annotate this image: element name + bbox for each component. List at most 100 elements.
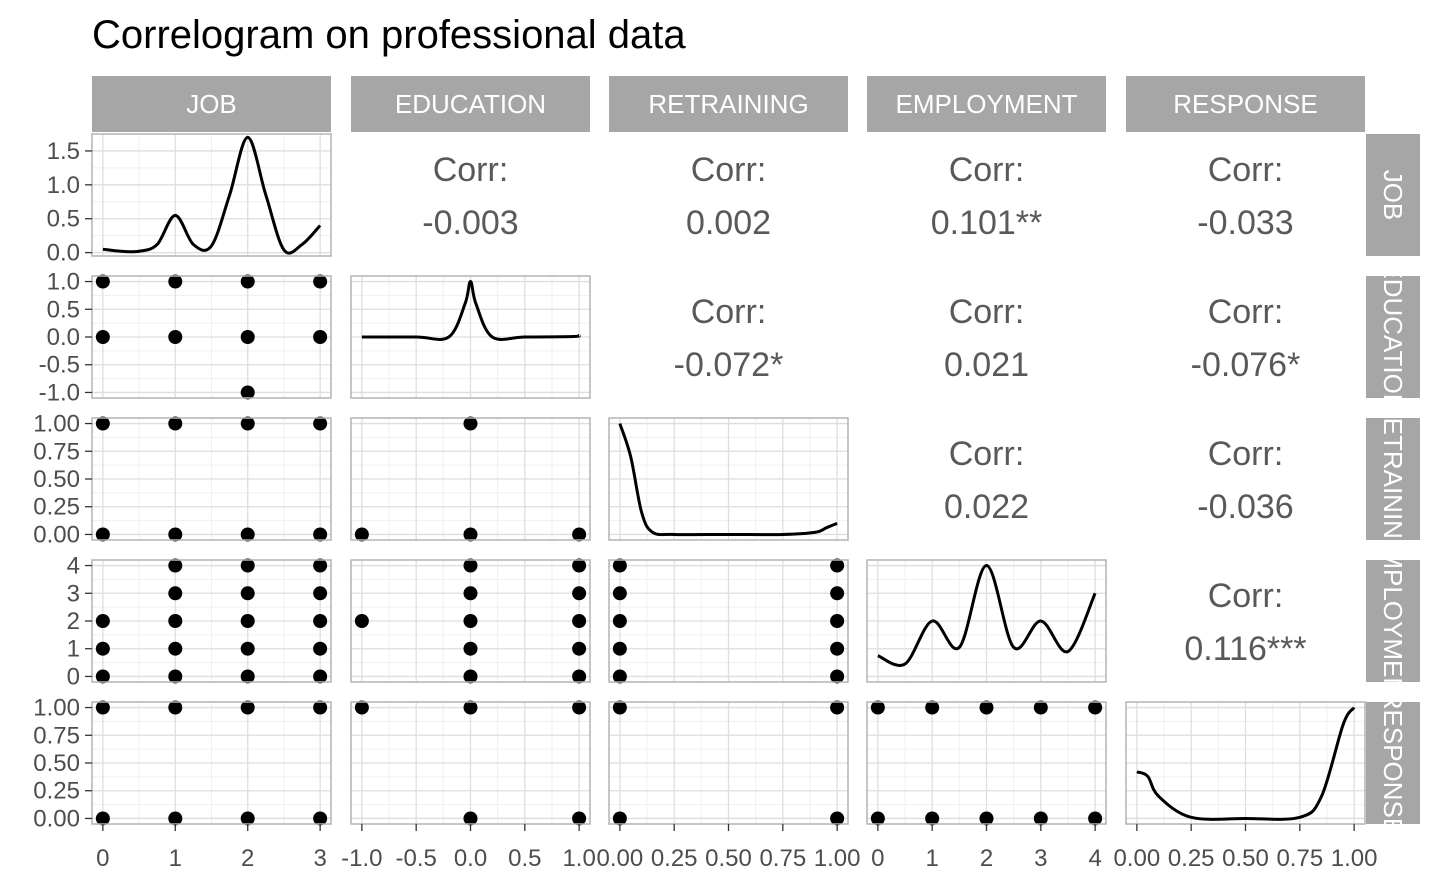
x-tick-label: 2: [980, 845, 993, 872]
y-tick-label: 0.75: [33, 722, 80, 749]
scatter-point: [463, 641, 478, 656]
y-tick-label: 0.00: [33, 805, 80, 832]
corr-value: 0.021: [944, 346, 1029, 384]
scatter-point: [612, 669, 627, 684]
scatter-point: [612, 558, 627, 573]
y-tick-label: 0.0: [47, 324, 80, 351]
column-strip-label-job: JOB: [186, 89, 237, 119]
corr-label: Corr:: [1208, 293, 1284, 331]
column-strip-label-retraining: RETRAINING: [648, 89, 808, 119]
scatter-point: [1088, 700, 1103, 715]
scatter-point: [463, 558, 478, 573]
row-strip-job: [1366, 134, 1420, 256]
density-curve-retraining: [618, 423, 838, 537]
panel-border: [608, 559, 849, 683]
corr-label: Corr:: [1208, 577, 1284, 615]
column-strip-job: [92, 76, 331, 132]
panel-border: [608, 417, 849, 541]
scatter-point: [830, 669, 845, 684]
scatter-point: [95, 700, 110, 715]
scatter-point: [240, 274, 255, 289]
row-strip-label-group: EDUCATION: [1378, 276, 1408, 398]
corr-label: Corr:: [1208, 151, 1284, 189]
x-tick-label: 0.50: [705, 845, 752, 872]
corr-label: Corr:: [949, 435, 1025, 473]
y-tick-label: -1.0: [39, 379, 80, 406]
row-strip-label-response: RESPONSE: [1378, 691, 1408, 836]
y-tick-label: 0.25: [33, 778, 80, 805]
scatter-point: [95, 614, 110, 628]
scatter-point: [168, 330, 183, 344]
x-tick-label: 1: [169, 845, 182, 872]
scatter-point: [572, 811, 587, 826]
row-strip-label-employment: EMPLOYMENT: [1378, 530, 1408, 712]
panel-border: [866, 559, 1107, 683]
scatter-point: [313, 669, 328, 684]
column-strip-label-employment: EMPLOYMENT: [895, 89, 1077, 119]
scatter-point: [168, 669, 183, 684]
scatter-point: [925, 811, 940, 826]
x-tick-label: 0.00: [597, 845, 644, 872]
scatter-point: [313, 330, 328, 344]
scatter-point: [313, 641, 328, 656]
density-curve-job: [102, 135, 322, 255]
scatter-point: [168, 527, 183, 542]
x-tick-label: 0.75: [1276, 845, 1323, 872]
column-strip-label-education: EDUCATION: [395, 89, 546, 119]
panel-border: [350, 417, 591, 541]
scatter-point: [168, 700, 183, 715]
y-tick-label: 1.00: [33, 695, 80, 722]
scatter-point: [240, 669, 255, 684]
scatter-point: [870, 700, 885, 715]
scatter-point: [240, 641, 255, 656]
density-curve-employment: [877, 564, 1097, 667]
row-strip-response: [1366, 702, 1420, 824]
x-tick-label: 2: [241, 845, 254, 872]
scatter-point: [95, 641, 110, 656]
corr-value: 0.101**: [931, 204, 1043, 242]
y-tick-label: 0.25: [33, 494, 80, 521]
scatter-point: [463, 811, 478, 826]
scatter-point: [463, 700, 478, 715]
corr-value: 0.002: [686, 204, 771, 242]
x-tick-label: 3: [1034, 845, 1047, 872]
scatter-point: [240, 558, 255, 573]
scatter-point: [1033, 811, 1048, 826]
y-tick-label: 1.00: [33, 411, 80, 438]
scatter-point: [168, 274, 183, 289]
column-strip-employment: [867, 76, 1106, 132]
x-tick-label: 0.25: [651, 845, 698, 872]
y-tick-label: 0.00: [33, 521, 80, 548]
scatter-point: [830, 811, 845, 826]
scatter-point: [354, 700, 369, 715]
corr-value: -0.036: [1197, 488, 1293, 526]
x-tick-label: -0.5: [396, 845, 437, 872]
scatter-point: [313, 416, 328, 431]
y-tick-label: 0.50: [33, 750, 80, 777]
scatter-point: [463, 527, 478, 542]
panel-border: [350, 275, 591, 399]
panel-border: [350, 559, 591, 683]
scatter-point: [572, 558, 587, 573]
scatter-point: [830, 641, 845, 656]
scatter-point: [612, 641, 627, 656]
chart-title: Correlogram on professional data: [92, 13, 686, 57]
density-curve-response: [1136, 706, 1356, 821]
row-strip-label-retraining: RETRAINING: [1378, 399, 1408, 559]
scatter-point: [1033, 700, 1048, 715]
row-strip-employment: [1366, 560, 1420, 682]
corr-label: Corr:: [433, 151, 509, 189]
scatter-point: [313, 586, 328, 601]
scatter-point: [313, 700, 328, 715]
scatter-point: [168, 811, 183, 826]
y-tick-label: 0.5: [47, 296, 80, 323]
scatter-point: [612, 614, 627, 628]
scatter-point: [830, 700, 845, 715]
row-strip-label-job: JOB: [1378, 170, 1408, 221]
scatter-point: [572, 641, 587, 656]
scatter-point: [95, 330, 110, 344]
scatter-point: [925, 700, 940, 715]
scatter-point: [313, 527, 328, 542]
